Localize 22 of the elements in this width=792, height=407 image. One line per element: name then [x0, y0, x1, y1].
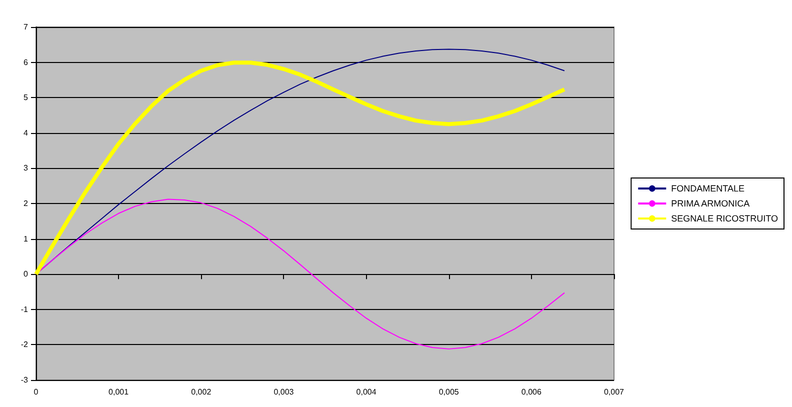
y-tick-label: 6 [24, 58, 29, 67]
x-tick-label: 0 [34, 388, 39, 396]
y-tick-label: 3 [24, 164, 29, 173]
x-tick-label: 0,007 [604, 388, 625, 396]
y-tick-label: -2 [20, 340, 29, 350]
x-tick-label: 0,001 [108, 388, 130, 396]
y-tick-label: 5 [24, 93, 29, 102]
x-tick-label: 0,004 [356, 388, 377, 396]
y-tick-label: 1 [24, 234, 29, 244]
y-tick-label: 0 [24, 270, 29, 279]
y-tick-label: 7 [24, 22, 29, 32]
x-tick-label: 0,005 [438, 388, 460, 396]
x-tick-label: 0,006 [521, 388, 542, 396]
y-tick-label: -1 [20, 304, 29, 314]
legend-label: PRIMA ARMONICA [671, 198, 750, 208]
x-tick-label: 0,003 [274, 388, 294, 396]
y-tick-label: 2 [24, 199, 29, 208]
x-tick-label: 0,002 [191, 388, 212, 396]
legend-label: FONDAMENTALE [671, 184, 744, 194]
y-tick-label: 4 [24, 128, 29, 138]
y-tick-label: -3 [20, 376, 29, 384]
legend-label: SEGNALE RICOSTRUITO [671, 214, 778, 224]
